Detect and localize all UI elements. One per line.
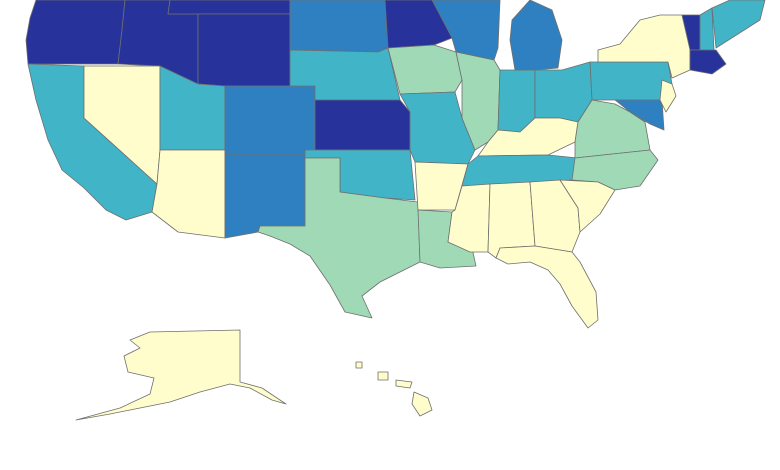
state	[75, 329, 287, 421]
state	[257, 157, 421, 319]
state	[574, 99, 651, 159]
state	[377, 371, 389, 381]
state	[477, 117, 579, 157]
state	[151, 149, 226, 239]
state	[395, 379, 413, 389]
state	[314, 99, 411, 151]
state	[289, 0, 389, 53]
states	[25, 0, 766, 421]
state	[711, 0, 766, 49]
state	[355, 361, 363, 369]
state	[589, 61, 673, 101]
state	[387, 44, 463, 95]
state	[571, 149, 659, 191]
state	[25, 0, 126, 65]
state	[689, 49, 727, 75]
state	[559, 179, 616, 233]
state	[495, 245, 599, 329]
state	[224, 85, 316, 156]
state	[384, 0, 453, 49]
state	[659, 79, 677, 113]
state	[699, 7, 715, 51]
state	[509, 0, 563, 71]
state	[411, 391, 433, 417]
state	[197, 13, 291, 87]
state	[614, 99, 665, 131]
state	[224, 154, 306, 239]
state	[167, 0, 291, 15]
